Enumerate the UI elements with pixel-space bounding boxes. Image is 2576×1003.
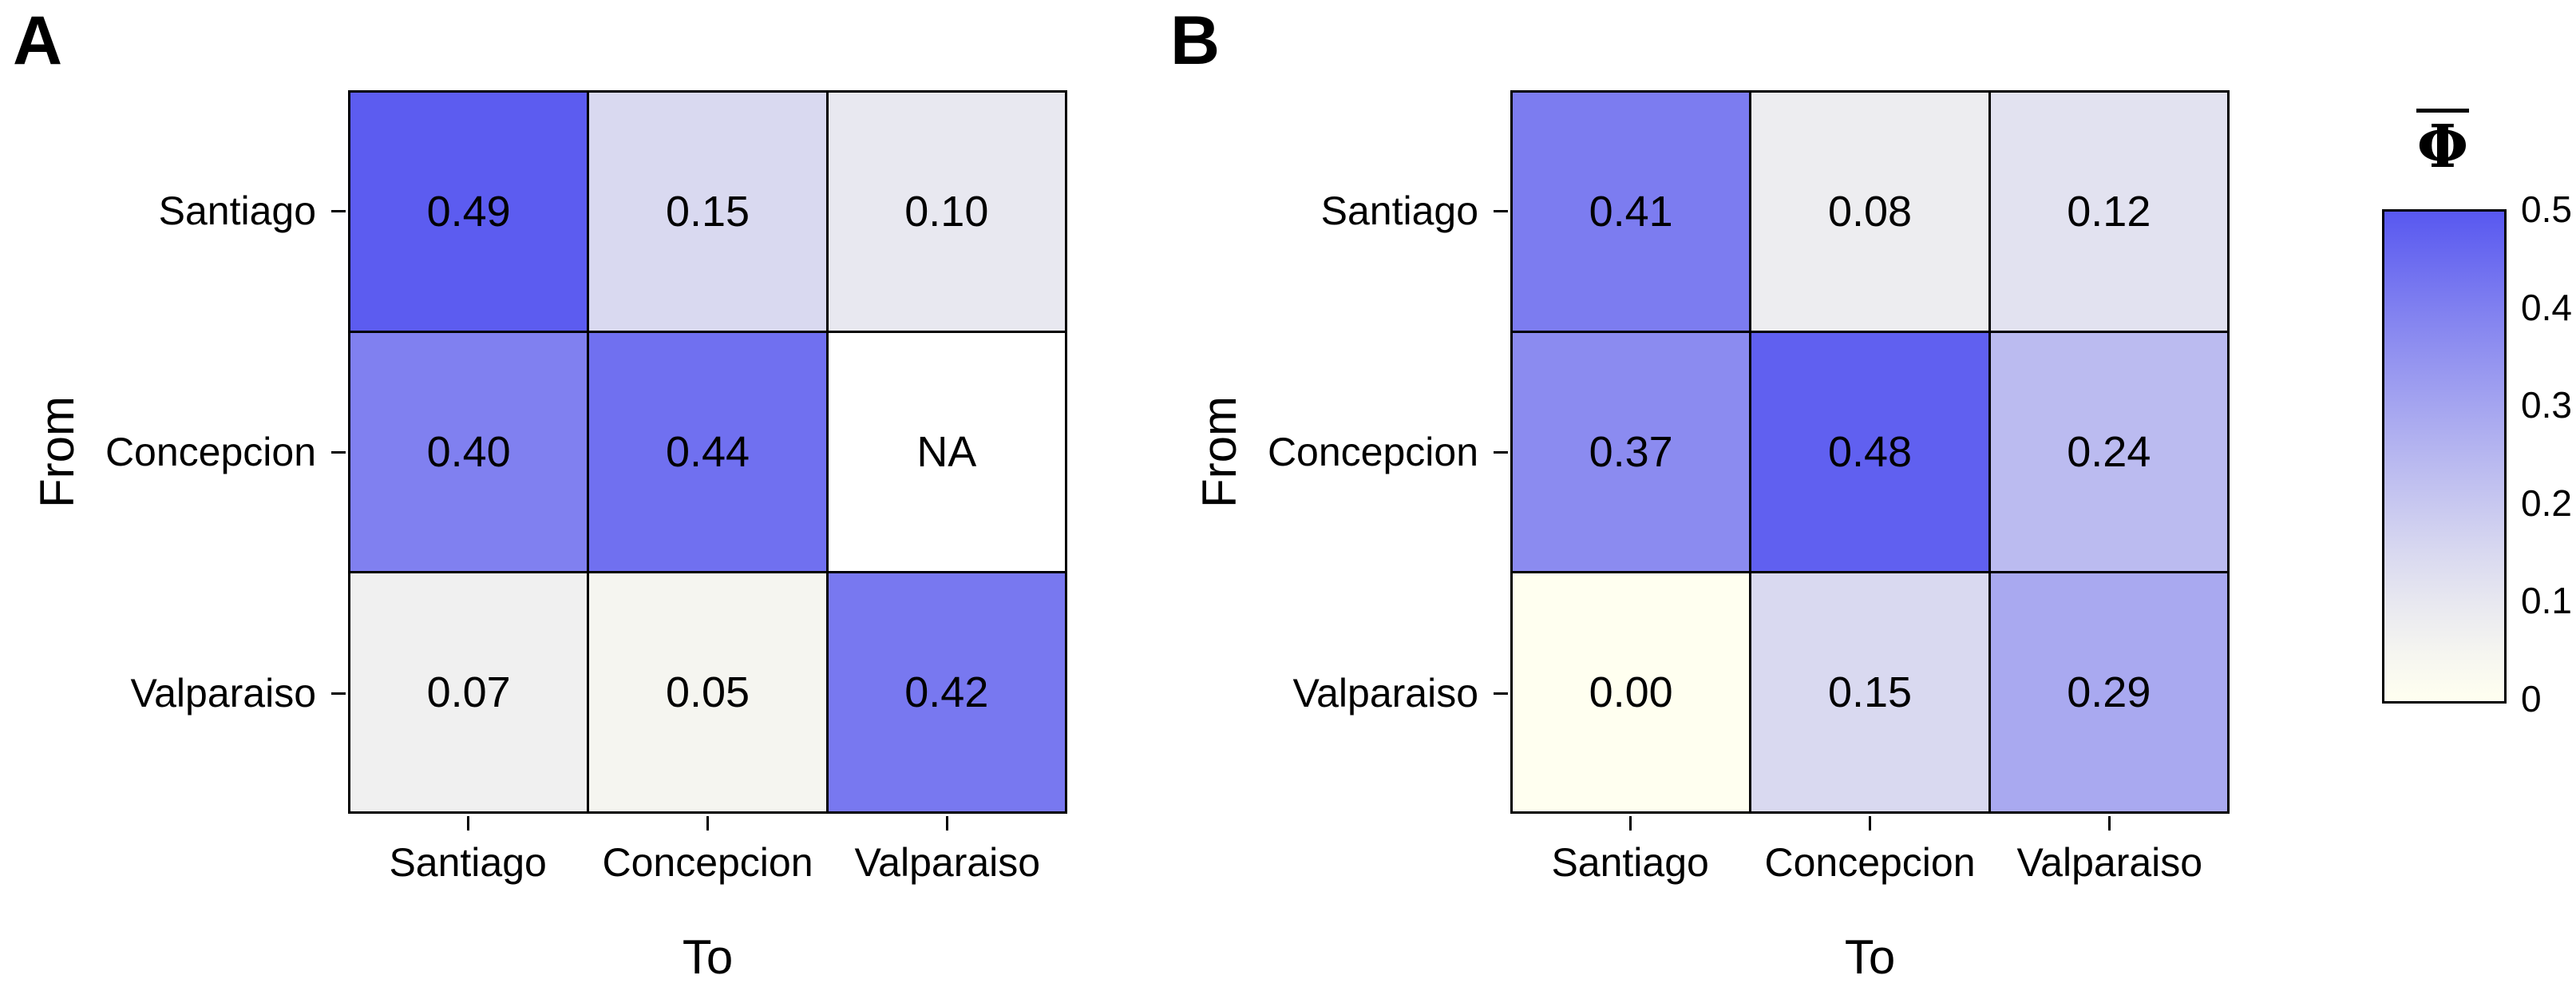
heatmap-cell-B-r0c2: 0.12 <box>1990 93 2227 331</box>
col-label-A-2: Valparaiso <box>854 840 1041 885</box>
x-axis-tick-B-0 <box>1628 816 1632 831</box>
colorbar-tick-0.5: 0.5 <box>2521 188 2572 230</box>
colorbar-tick-0.2: 0.2 <box>2521 482 2572 524</box>
heatmap-cell-A-r2c2: 0.42 <box>828 573 1065 811</box>
heatmap-cell-value: 0.15 <box>1827 668 1913 716</box>
col-label-B-2: Valparaiso <box>2016 840 2203 885</box>
heatmap-grid-A: 0.49 0.15 0.10 0.40 0.44 NA 0.07 0.05 0.42 <box>348 90 1067 814</box>
y-axis-tick-A-2 <box>331 692 346 695</box>
row-label-B-2: Valparaiso <box>1292 671 1478 716</box>
y-axis-tick-A-0 <box>331 209 346 212</box>
y-axis-tick-A-1 <box>331 450 346 454</box>
heatmap-cell-value: 0.40 <box>426 428 511 476</box>
colorbar-tick-0.1: 0.1 <box>2521 580 2572 622</box>
heatmap-cell-value: 0.42 <box>904 668 989 716</box>
heatmap-cell-value: 0.29 <box>2067 668 2151 716</box>
heatmap-cell-A-r2c1: 0.05 <box>589 573 826 811</box>
heatmap-cell-A-r1c2: NA <box>828 333 1065 571</box>
row-label-B-0: Santiago <box>1320 188 1478 233</box>
phi-symbol: Φ <box>2416 113 2469 181</box>
heatmap-cell-value: 0.12 <box>2067 188 2151 236</box>
y-axis-tick-B-2 <box>1494 692 1508 695</box>
row-label-B-1: Concepcion <box>1267 430 1478 474</box>
heatmap-cell-value: 0.49 <box>426 188 511 236</box>
panel-label-B: B <box>1170 2 1221 79</box>
heatmap-cell-value: 0.24 <box>2067 428 2151 476</box>
heatmap-cell-A-r1c1: 0.44 <box>589 333 826 571</box>
heatmap-cell-value: 0.00 <box>1589 668 1673 716</box>
row-label-A-1: Concepcion <box>105 430 316 474</box>
heatmap-cell-B-r1c0: 0.37 <box>1513 333 1750 571</box>
heatmap-cell-value: 0.37 <box>1589 428 1673 476</box>
y-axis-tick-B-0 <box>1494 209 1508 212</box>
heatmap-cell-B-r1c2: 0.24 <box>1990 333 2227 571</box>
colorbar-gradient <box>2382 209 2507 704</box>
heatmap-cell-value: 0.44 <box>665 428 750 476</box>
col-label-B-1: Concepcion <box>1764 840 1976 885</box>
heatmap-cell-B-r2c2: 0.29 <box>1990 573 2227 811</box>
y-axis-tick-B-1 <box>1494 450 1508 454</box>
row-label-A-0: Santiago <box>158 188 316 233</box>
colorbar-tick-0: 0 <box>2521 678 2542 720</box>
heatmap-cell-A-r0c1: 0.15 <box>589 93 826 331</box>
heatmap-cell-B-r2c1: 0.15 <box>1751 573 1988 811</box>
x-axis-tick-A-1 <box>706 816 709 831</box>
heatmap-cell-value: 0.05 <box>665 668 750 716</box>
panel-label-A: A <box>13 2 63 79</box>
heatmap-cell-B-r2c0: 0.00 <box>1513 573 1750 811</box>
heatmap-cell-A-r0c0: 0.49 <box>350 93 588 331</box>
heatmap-cell-A-r1c0: 0.40 <box>350 333 588 571</box>
heatmap-cell-value: 0.48 <box>1827 428 1913 476</box>
x-axis-title-B: To <box>1844 930 1896 984</box>
x-axis-tick-A-2 <box>946 816 949 831</box>
row-label-A-2: Valparaiso <box>130 671 316 716</box>
colorbar-tick-0.4: 0.4 <box>2521 286 2572 328</box>
x-axis-tick-A-0 <box>466 816 469 831</box>
heatmap-cell-value: 0.08 <box>1827 188 1913 236</box>
heatmap-cell-value: 0.10 <box>904 188 989 236</box>
col-label-A-0: Santiago <box>389 840 547 885</box>
col-label-B-0: Santiago <box>1551 840 1709 885</box>
x-axis-title-A: To <box>682 930 734 984</box>
heatmap-cell-value: 0.07 <box>426 668 511 716</box>
heatmap-cell-A-r0c2: 0.10 <box>828 93 1065 331</box>
colorbar-title-phi-bar: Φ <box>2377 109 2508 178</box>
heatmap-cell-B-r0c1: 0.08 <box>1751 93 1988 331</box>
heatmap-cell-value: 0.15 <box>665 188 750 236</box>
heatmap-cell-B-r1c1: 0.48 <box>1751 333 1988 571</box>
heatmap-cell-B-r0c0: 0.41 <box>1513 93 1750 331</box>
colorbar-tick-0.3: 0.3 <box>2521 384 2572 426</box>
heatmap-cell-A-r2c0: 0.07 <box>350 573 588 811</box>
phi-overbar <box>2416 109 2469 113</box>
x-axis-tick-B-1 <box>1869 816 1871 831</box>
x-axis-tick-B-2 <box>2108 816 2111 831</box>
heatmap-cell-value: 0.41 <box>1589 188 1673 236</box>
col-label-A-1: Concepcion <box>602 840 813 885</box>
heatmap-grid-B: 0.41 0.08 0.12 0.37 0.48 0.24 0.00 0.15 0.29 <box>1510 90 2230 814</box>
heatmap-cell-value: NA <box>916 428 977 476</box>
